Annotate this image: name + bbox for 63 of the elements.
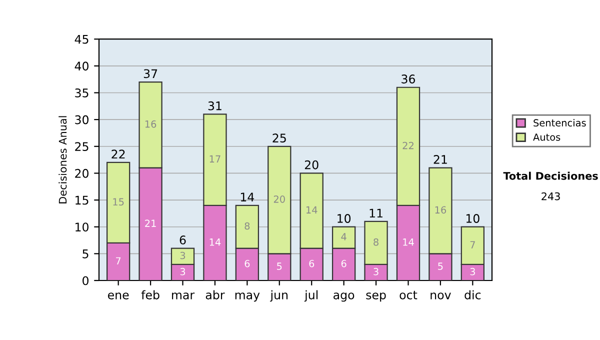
total-label: 36 (402, 74, 416, 84)
y-tick-label: 35 (75, 88, 88, 98)
x-tick-label: dic (464, 290, 481, 300)
data-label: 3 (470, 268, 475, 276)
data-label: 8 (374, 238, 378, 246)
y-axis-title: Decisiones Anual (58, 116, 67, 204)
text: Total Decisiones (503, 172, 598, 180)
x-tick-label: jun (270, 290, 288, 302)
total-label: 20 (304, 160, 318, 170)
x-tick-label: feb (141, 290, 160, 300)
data-label: 15 (113, 198, 124, 206)
x-tick-label: oct (400, 290, 418, 300)
total-label: 31 (208, 101, 222, 110)
y-tick-label: 0 (82, 276, 88, 286)
x-tick-label: sep (366, 292, 386, 302)
total-label: 6 (180, 235, 186, 244)
data-label: 3 (374, 268, 378, 276)
data-label: 16 (435, 206, 446, 214)
x-tick-label: abr (206, 290, 225, 300)
data-label: 8 (244, 222, 250, 230)
total-label: 11 (370, 208, 382, 218)
y-tick-label: 45 (74, 34, 88, 44)
legend-label: Sentencias (534, 118, 586, 127)
legend-label: Autos (533, 134, 560, 141)
y-tick-label: 25 (75, 142, 88, 152)
data-label: 3 (180, 268, 186, 276)
x-tick-label: ene (108, 292, 129, 300)
total-label: 10 (466, 214, 480, 223)
data-label: 5 (277, 262, 282, 270)
y-tick-label: 30 (75, 115, 88, 124)
total-label: 25 (272, 134, 286, 142)
data-label: 14 (210, 238, 221, 246)
x-tick-label: jul (304, 290, 318, 302)
text: 243 (542, 192, 560, 200)
total-label: 21 (434, 155, 447, 164)
total-label: 22 (112, 150, 125, 158)
data-label: 22 (402, 142, 414, 150)
data-label: 7 (470, 241, 475, 248)
data-label: 14 (403, 238, 414, 246)
total-label: 37 (144, 69, 158, 78)
data-label: 21 (145, 220, 156, 227)
data-label: 14 (306, 206, 318, 214)
y-tick-label: 5 (82, 250, 88, 258)
total-label: 14 (240, 192, 254, 202)
total-label: 10 (338, 214, 351, 223)
data-label: 6 (309, 260, 314, 268)
x-tick-label: nov (430, 292, 451, 300)
data-label: 3 (180, 252, 186, 260)
data-label: 17 (210, 155, 220, 162)
data-label: 5 (438, 262, 443, 270)
data-label: 20 (274, 196, 285, 203)
x-tick-label: mar (172, 292, 195, 300)
data-label: 6 (341, 260, 346, 268)
data-label: 4 (341, 233, 346, 240)
data-label: 16 (145, 120, 156, 128)
y-tick-label: 10 (76, 222, 88, 232)
y-tick-label: 15 (76, 196, 88, 205)
x-tick-label: may (235, 292, 260, 302)
x-tick-label: ago (334, 292, 354, 302)
y-tick-label: 40 (74, 62, 88, 71)
y-tick-label: 20 (75, 168, 88, 178)
data-label: 7 (116, 257, 121, 264)
data-label: 6 (244, 260, 250, 268)
